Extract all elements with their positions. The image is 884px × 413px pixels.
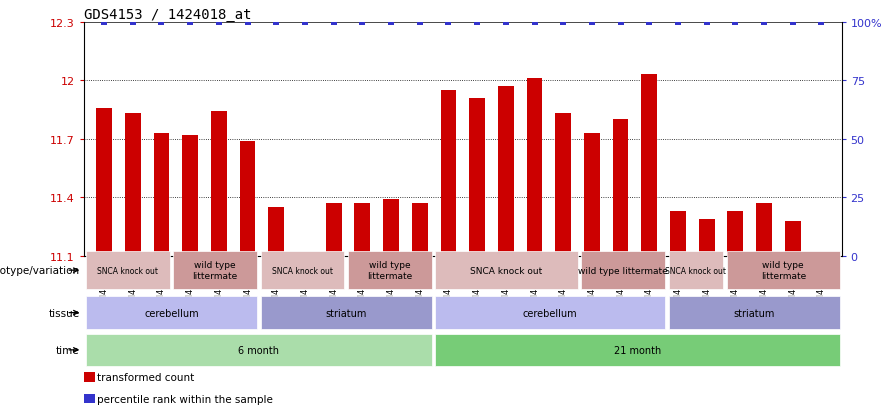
Text: time: time [56,345,80,355]
Point [326,19,340,26]
Bar [436,334,840,366]
Point [155,19,169,26]
Bar [96,108,112,256]
Bar [84,372,95,382]
Point [786,19,800,26]
Bar [154,133,170,256]
Bar [436,252,577,290]
Bar [125,114,141,256]
Text: cerebellum: cerebellum [144,308,199,318]
Bar [325,204,341,256]
Point [470,19,484,26]
Text: wild type
littermate: wild type littermate [368,261,413,280]
Text: GDS4153 / 1424018_at: GDS4153 / 1424018_at [84,8,251,22]
Bar [354,204,370,256]
Text: SNCA knock out: SNCA knock out [97,266,158,275]
Bar [86,252,170,290]
Bar [297,254,313,256]
Bar [383,199,399,256]
Bar [469,99,485,256]
Point [413,19,427,26]
Bar [728,211,743,256]
Point [757,19,771,26]
Point [269,19,283,26]
Text: SNCA knock out: SNCA knock out [272,266,333,275]
Point [671,19,685,26]
Bar [440,91,456,256]
Bar [348,252,432,290]
Point [384,19,398,26]
Point [97,19,111,26]
Point [643,19,657,26]
Bar [813,254,829,256]
Bar [699,219,714,256]
Point [441,19,455,26]
Point [355,19,370,26]
Text: striatum: striatum [325,308,367,318]
Bar [436,297,665,329]
Bar [727,252,840,290]
Point [556,19,570,26]
Bar [613,120,629,256]
Bar [642,75,657,256]
Point [212,19,226,26]
Bar [785,221,801,256]
Point [499,19,513,26]
Text: transformed count: transformed count [97,372,194,382]
Bar [240,141,255,256]
Bar [261,252,345,290]
Bar [261,297,432,329]
Bar [182,135,198,256]
Bar [555,114,571,256]
Text: 21 month: 21 month [614,345,661,355]
Text: 6 month: 6 month [239,345,279,355]
Point [814,19,828,26]
Point [528,19,542,26]
Bar [173,252,257,290]
Point [298,19,312,26]
Bar [211,112,226,256]
Bar [668,297,840,329]
Point [728,19,743,26]
Bar [498,87,514,256]
Text: wild type littermate: wild type littermate [578,266,668,275]
Point [183,19,197,26]
Point [240,19,255,26]
Point [126,19,140,26]
Text: SNCA knock out: SNCA knock out [666,266,727,275]
Point [613,19,628,26]
Text: genotype/variation: genotype/variation [0,266,80,275]
Bar [668,252,723,290]
Point [699,19,713,26]
Text: cerebellum: cerebellum [522,308,577,318]
Text: wild type
littermate: wild type littermate [193,261,238,280]
Text: percentile rank within the sample: percentile rank within the sample [97,394,273,404]
Bar [527,79,543,256]
Bar [86,297,257,329]
Bar [581,252,665,290]
Bar [86,334,432,366]
Text: tissue: tissue [49,308,80,318]
Bar [269,207,284,256]
Text: SNCA knock out: SNCA knock out [470,266,543,275]
Bar [584,133,600,256]
Bar [756,204,772,256]
Point [585,19,599,26]
Bar [412,204,428,256]
Bar [84,394,95,404]
Text: wild type
littermate: wild type littermate [760,261,806,280]
Bar [670,211,686,256]
Text: striatum: striatum [734,308,775,318]
